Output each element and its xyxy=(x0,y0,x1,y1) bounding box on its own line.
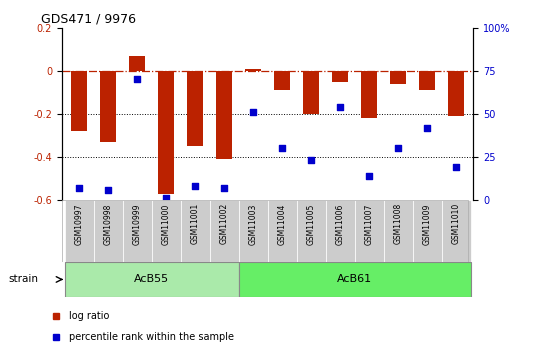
Point xyxy=(220,185,229,191)
Text: log ratio: log ratio xyxy=(69,311,109,321)
Point xyxy=(133,77,141,82)
Bar xyxy=(187,71,203,146)
Text: AcB61: AcB61 xyxy=(337,275,372,284)
Text: GSM11003: GSM11003 xyxy=(249,203,258,245)
Bar xyxy=(413,200,442,262)
Point xyxy=(75,185,83,191)
Bar xyxy=(332,71,348,81)
Bar xyxy=(448,71,464,116)
Point xyxy=(307,158,315,163)
Point xyxy=(191,184,200,189)
Text: GSM10999: GSM10999 xyxy=(133,203,141,245)
Text: GSM11006: GSM11006 xyxy=(336,203,345,245)
Bar xyxy=(181,200,210,262)
Bar xyxy=(123,200,152,262)
Point xyxy=(423,125,431,130)
Bar xyxy=(94,200,123,262)
Bar xyxy=(216,71,232,159)
Bar xyxy=(152,200,181,262)
Bar xyxy=(158,71,174,194)
Text: GDS471 / 9976: GDS471 / 9976 xyxy=(41,12,136,25)
Point xyxy=(365,173,373,179)
Point xyxy=(452,165,461,170)
Text: GSM11002: GSM11002 xyxy=(220,203,229,245)
Bar xyxy=(390,71,406,84)
Bar xyxy=(384,200,413,262)
Point xyxy=(249,109,258,115)
Text: GSM11004: GSM11004 xyxy=(278,203,287,245)
Point xyxy=(278,146,286,151)
Bar xyxy=(65,262,239,297)
Text: GSM11007: GSM11007 xyxy=(365,203,373,245)
Bar xyxy=(303,71,319,114)
Text: GSM11000: GSM11000 xyxy=(162,203,171,245)
Text: GSM11010: GSM11010 xyxy=(451,203,461,245)
Text: GSM11001: GSM11001 xyxy=(190,203,200,245)
Text: percentile rank within the sample: percentile rank within the sample xyxy=(69,332,234,342)
Bar xyxy=(268,200,296,262)
Bar xyxy=(245,69,261,71)
Bar xyxy=(296,200,325,262)
Text: GSM11005: GSM11005 xyxy=(307,203,316,245)
Bar xyxy=(325,200,355,262)
Text: AcB55: AcB55 xyxy=(134,275,169,284)
Point xyxy=(104,187,112,193)
Text: GSM11009: GSM11009 xyxy=(422,203,431,245)
Text: GSM10998: GSM10998 xyxy=(104,203,113,245)
Bar xyxy=(361,71,377,118)
Bar xyxy=(65,200,94,262)
Bar xyxy=(355,200,384,262)
Bar xyxy=(419,71,435,90)
Bar xyxy=(129,56,145,71)
Bar xyxy=(239,200,268,262)
Bar xyxy=(274,71,290,90)
Bar xyxy=(72,71,87,131)
Bar xyxy=(100,71,116,142)
Text: strain: strain xyxy=(8,275,38,284)
Text: GSM10997: GSM10997 xyxy=(75,203,84,245)
Text: GSM11008: GSM11008 xyxy=(394,203,402,245)
Point xyxy=(162,196,171,201)
Point xyxy=(336,104,344,110)
Point xyxy=(394,146,402,151)
Bar xyxy=(442,200,471,262)
Bar xyxy=(239,262,471,297)
Bar xyxy=(210,200,239,262)
